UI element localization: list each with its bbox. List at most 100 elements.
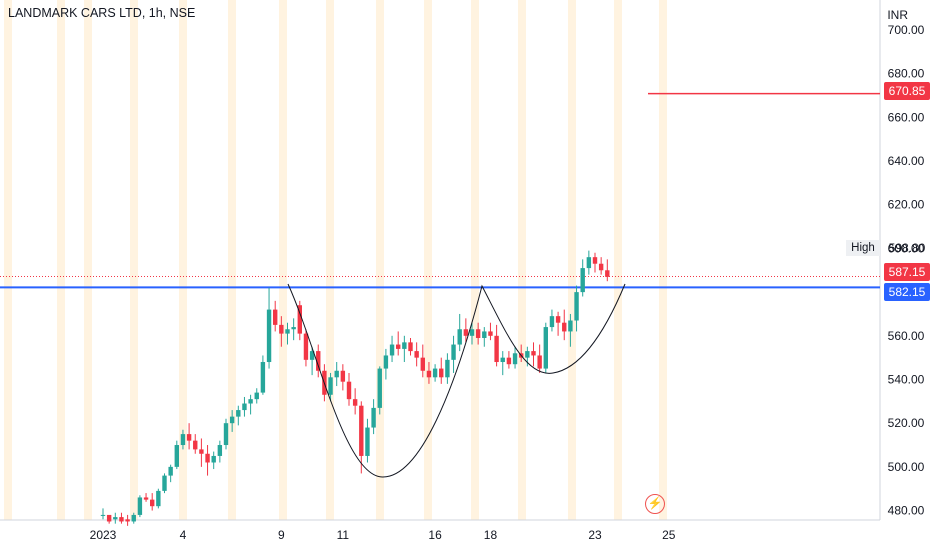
candle-body xyxy=(137,497,143,515)
lightning-icon[interactable]: ⚡ xyxy=(645,494,665,514)
session-band xyxy=(279,0,287,520)
candle-body xyxy=(260,362,266,393)
session-band xyxy=(659,0,667,520)
x-tick-label: 2023 xyxy=(90,528,117,542)
x-tick-label: 11 xyxy=(337,528,350,542)
candle-body xyxy=(266,309,272,363)
session-band xyxy=(471,0,479,520)
high-label: High xyxy=(846,240,880,256)
candle-body xyxy=(186,434,192,441)
candle-body xyxy=(205,453,210,463)
currency-label: INR xyxy=(887,8,908,22)
candle-body xyxy=(106,514,112,522)
candle-body xyxy=(229,416,235,424)
session-band xyxy=(179,0,187,520)
cup-and-handle-curve xyxy=(287,283,626,478)
y-tick-label: 480.00 xyxy=(888,504,925,518)
candle-body xyxy=(125,519,130,522)
session-band xyxy=(130,0,138,520)
candle-body xyxy=(174,445,179,467)
candle-body xyxy=(605,270,610,277)
candle-body xyxy=(396,344,401,349)
candle-body xyxy=(463,329,469,336)
candle-body xyxy=(211,455,216,463)
candle-body xyxy=(568,320,573,332)
candle-body xyxy=(365,427,370,456)
candle-body xyxy=(285,329,290,334)
candle-body xyxy=(236,410,241,417)
x-tick-label: 4 xyxy=(180,528,187,542)
candle-body xyxy=(598,263,604,271)
x-tick-label: 23 xyxy=(588,528,602,542)
y-tick-label: 620.00 xyxy=(888,198,925,212)
session-band xyxy=(228,0,236,520)
candle-body xyxy=(119,517,124,522)
candle-body xyxy=(328,377,333,395)
candle-body xyxy=(389,344,395,356)
session-band xyxy=(518,0,526,520)
y-tick-label: 520.00 xyxy=(888,416,925,430)
candle-body xyxy=(297,305,302,334)
candle-body xyxy=(537,355,542,369)
candle-body xyxy=(580,268,585,293)
candle-body xyxy=(432,368,438,378)
candle-body xyxy=(482,331,487,338)
candle-body xyxy=(180,434,186,446)
candle-body xyxy=(143,497,149,500)
chart-title: LANDMARK CARS LTD, 1h, NSE xyxy=(8,6,196,20)
candle-body xyxy=(549,316,555,328)
candle-body xyxy=(131,514,136,522)
candle-body xyxy=(223,423,229,446)
y-tick-label: 500.00 xyxy=(888,460,925,474)
y-tick-label: 540.00 xyxy=(888,372,925,386)
last-price-tag: 587.15 xyxy=(884,263,930,281)
candle-body xyxy=(555,316,561,323)
candle-body xyxy=(273,309,278,325)
level-price-tag: 582.15 xyxy=(884,283,930,301)
candle-body xyxy=(193,440,198,450)
session-band xyxy=(424,0,432,520)
session-band xyxy=(326,0,334,520)
candle-body xyxy=(525,351,530,358)
candle-body xyxy=(383,355,389,369)
candle-body xyxy=(334,370,339,378)
candle-body xyxy=(439,368,444,378)
y-tick-label: 660.00 xyxy=(888,110,925,124)
candle-body xyxy=(316,351,321,371)
candle-body xyxy=(199,449,204,454)
candle-body xyxy=(291,327,296,330)
session-band xyxy=(568,0,576,520)
session-band xyxy=(614,0,622,520)
candle-body xyxy=(168,466,173,476)
y-tick-label: 640.00 xyxy=(888,154,925,168)
x-tick-label: 25 xyxy=(662,528,676,542)
candle-body xyxy=(352,399,358,406)
candle-body xyxy=(488,331,493,336)
high-value-tag: 598.80 xyxy=(888,241,926,255)
candle-body xyxy=(420,357,425,371)
candle-body xyxy=(279,324,284,334)
session-band xyxy=(4,0,12,520)
candle-body xyxy=(457,329,462,345)
candle-body xyxy=(254,392,259,400)
candle-body xyxy=(242,403,247,411)
candle-body xyxy=(494,335,499,363)
candle-body xyxy=(574,292,579,321)
candle-body xyxy=(303,333,309,360)
y-tick-label: 700.00 xyxy=(888,23,925,37)
x-tick-label: 16 xyxy=(428,528,442,542)
candle-body xyxy=(113,517,118,520)
candle-body xyxy=(309,351,315,360)
candle-body xyxy=(248,399,253,404)
candle-body xyxy=(346,381,352,400)
session-band xyxy=(84,0,92,520)
candle-body xyxy=(469,329,475,336)
candle-body xyxy=(156,490,161,507)
candle-body xyxy=(402,342,407,349)
candle-body xyxy=(217,445,223,456)
candle-body xyxy=(162,475,167,491)
candle-body xyxy=(426,370,432,378)
candle-body xyxy=(506,357,512,365)
candle-body xyxy=(414,351,419,358)
